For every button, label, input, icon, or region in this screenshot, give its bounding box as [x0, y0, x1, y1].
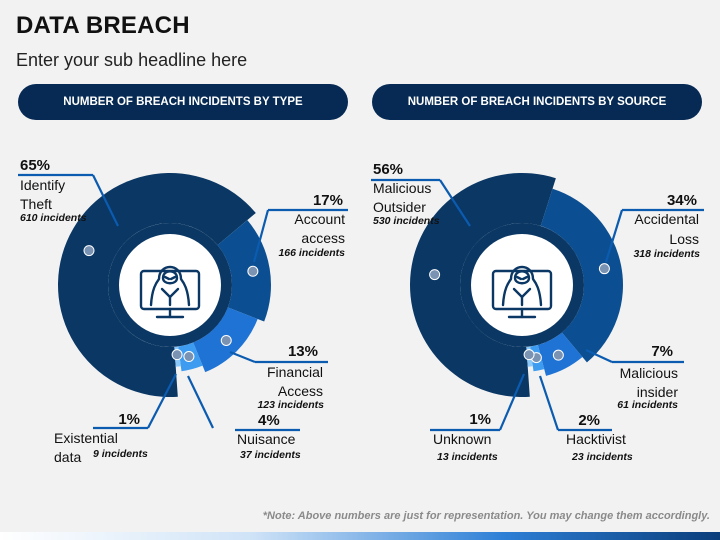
- leader-line: [498, 373, 526, 431]
- slice-dot: [83, 245, 95, 257]
- slice-name: Nuisance: [237, 431, 296, 447]
- slice-incidents: 610 incidents: [20, 212, 87, 224]
- slice-incidents: 23 incidents: [571, 451, 633, 463]
- leader-line: [538, 375, 560, 431]
- donut-slice: [58, 173, 256, 398]
- slice-dot: [598, 263, 610, 275]
- leader-line: [439, 179, 471, 227]
- slice-label: 2% Hacktivist 23 incidents: [530, 352, 633, 463]
- leader-line: [229, 350, 256, 364]
- slice-label: 4% Nuisance 37 incidents: [183, 351, 301, 461]
- slice-percent: 65%: [20, 157, 50, 174]
- chart-title-by-source: NUMBER OF BREACH INCIDENTS BY SOURCE: [372, 84, 702, 120]
- slice-dot: [220, 334, 232, 346]
- hacker-computer-icon: [139, 265, 201, 319]
- slice-name: Malicious: [373, 180, 431, 196]
- slice-percent: 4%: [258, 412, 280, 429]
- slice-name: Access: [278, 383, 323, 399]
- slice-incidents: 123 incidents: [257, 399, 324, 411]
- slice-dot: [171, 349, 183, 361]
- slice-incidents: 37 incidents: [240, 449, 301, 461]
- slice-dot: [183, 351, 195, 363]
- slice-incidents: 530 incidents: [373, 215, 440, 227]
- leader-line: [252, 209, 270, 263]
- slice-percent: 13%: [288, 343, 318, 360]
- leader-line: [187, 375, 214, 429]
- slice-incidents: 13 incidents: [437, 451, 498, 463]
- slice-percent: 56%: [373, 161, 403, 178]
- hacker-computer-icon: [491, 265, 553, 319]
- slice-name: access: [301, 230, 345, 246]
- slice-name: Loss: [669, 231, 699, 247]
- slice-name: data: [54, 449, 81, 465]
- slice-label: 1% Unknown 13 incidents: [430, 349, 535, 463]
- page-title: DATA BREACH: [16, 12, 190, 39]
- chart-title-by-type: NUMBER OF BREACH INCIDENTS BY TYPE: [18, 84, 348, 120]
- slice-dot: [247, 265, 259, 277]
- donut-slice: [540, 188, 624, 363]
- slice-incidents: 61 incidents: [617, 399, 678, 411]
- slice-incidents: 318 incidents: [633, 248, 700, 260]
- leader-line: [92, 174, 119, 227]
- slice-percent: 7%: [651, 343, 673, 360]
- slice-name: Accidental: [634, 211, 699, 227]
- slice-name: Malicious: [620, 365, 678, 381]
- page-subtitle: Enter your sub headline here: [16, 50, 248, 70]
- footer-gradient-bar: [0, 532, 720, 540]
- slice-name: Existential: [54, 430, 118, 446]
- slice-name: Financial: [267, 364, 323, 380]
- leader-line: [604, 209, 624, 263]
- slice-name: Outsider: [373, 199, 426, 215]
- slice-name: Hacktivist: [566, 431, 626, 447]
- slice-name: Account: [294, 211, 345, 227]
- slice-label: 1%Existential data 9 incidents: [54, 349, 183, 465]
- slice-dot: [523, 349, 535, 361]
- slice-incidents: 166 incidents: [278, 247, 345, 259]
- slice-name: insider: [637, 384, 679, 400]
- slice-percent: 1%: [469, 411, 491, 428]
- donut-slice: [410, 172, 556, 397]
- slice-name: Unknown: [433, 431, 491, 447]
- slice-dot: [552, 349, 564, 361]
- footnote: *Note: Above numbers are just for repres…: [262, 510, 710, 522]
- leader-line: [147, 373, 177, 429]
- slice-incidents: 9 incidents: [93, 448, 148, 460]
- slice-dot: [429, 269, 441, 281]
- donut-center: [119, 234, 221, 336]
- slice-percent: 2%: [578, 412, 600, 429]
- donut-center: [471, 234, 573, 336]
- slice-percent: 34%: [667, 192, 697, 209]
- slice-name: Identify: [20, 177, 65, 193]
- slice-percent: 1%: [118, 411, 140, 428]
- slice-name: Theft: [20, 196, 52, 212]
- leader-line: [585, 349, 613, 363]
- slice-percent: 17%: [313, 192, 343, 209]
